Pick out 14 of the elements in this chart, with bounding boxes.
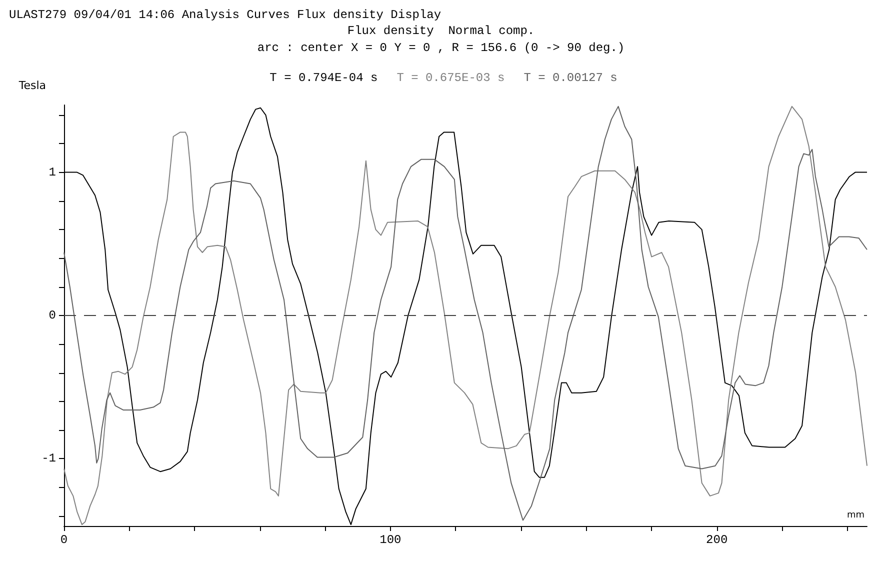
series-label: T = 0.00127 s bbox=[524, 71, 618, 85]
text: T = 0.794E-04 s bbox=[270, 71, 378, 85]
y-tick-label: -1 bbox=[42, 452, 56, 466]
y-tick-label: 1 bbox=[48, 165, 56, 180]
x-tick-label: 0 bbox=[60, 533, 68, 547]
y-tick-label: 0 bbox=[48, 308, 56, 322]
chart-subtitle: Flux density Normal comp. bbox=[347, 24, 535, 38]
y-axis-title: Tesla bbox=[18, 79, 46, 92]
x-tick-label: 100 bbox=[380, 533, 402, 547]
text: arc : center X = 0 Y = 0 , R = 156.6 (0 -> 90 deg.) bbox=[257, 41, 625, 55]
chart-title: ULAST279 09/04/01 14:06 Analysis Curves Flux density Display bbox=[9, 8, 442, 22]
x-axis-title: mm bbox=[847, 510, 865, 520]
text: T = 0.675E-03 s bbox=[396, 71, 505, 85]
x-tick-label: 200 bbox=[706, 533, 728, 547]
